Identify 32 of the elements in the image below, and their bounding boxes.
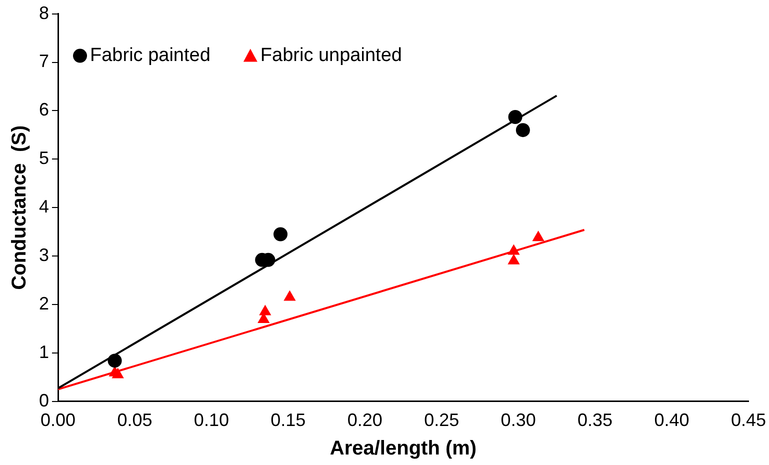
point bbox=[508, 110, 522, 124]
x-axis-title: Area/length (m) bbox=[330, 438, 477, 460]
x-tick-label: 0.15 bbox=[270, 410, 306, 430]
point bbox=[112, 368, 124, 378]
x-tick-label: 0.45 bbox=[730, 410, 766, 430]
point bbox=[532, 230, 544, 242]
y-tick-label: 8 bbox=[38, 2, 50, 23]
x-tick-label: 0.40 bbox=[654, 410, 690, 430]
x-tick-label: 0.35 bbox=[578, 410, 613, 430]
y-tick-label: 5 bbox=[38, 148, 50, 168]
y-axis-title: Conductance (S) bbox=[8, 125, 31, 290]
point bbox=[508, 244, 520, 255]
y-tick-label: 2 bbox=[38, 293, 50, 314]
x-tick-label: 0.30 bbox=[500, 410, 536, 430]
y-tick-label: 0 bbox=[38, 390, 50, 410]
y-tick-label: 6 bbox=[38, 100, 50, 120]
point bbox=[516, 123, 530, 138]
legend-label: Fabric painted bbox=[90, 45, 210, 66]
x-tick-label: 0.05 bbox=[117, 410, 152, 430]
x-tick-label: 0.25 bbox=[424, 410, 460, 430]
y-tick-label: 1 bbox=[38, 342, 50, 362]
point bbox=[508, 254, 520, 264]
x-tick-label: 0.20 bbox=[347, 410, 382, 430]
x-tick-label: 0.00 bbox=[40, 410, 76, 430]
y-tick-label: 3 bbox=[38, 245, 50, 266]
point bbox=[259, 304, 272, 316]
y-tick-label: 4 bbox=[38, 196, 50, 217]
point bbox=[284, 290, 296, 301]
point bbox=[273, 227, 288, 242]
x-tick-label: 0.10 bbox=[194, 410, 229, 430]
y-tick-label: 7 bbox=[38, 51, 50, 72]
legend-label: Fabric unpainted bbox=[260, 45, 402, 66]
